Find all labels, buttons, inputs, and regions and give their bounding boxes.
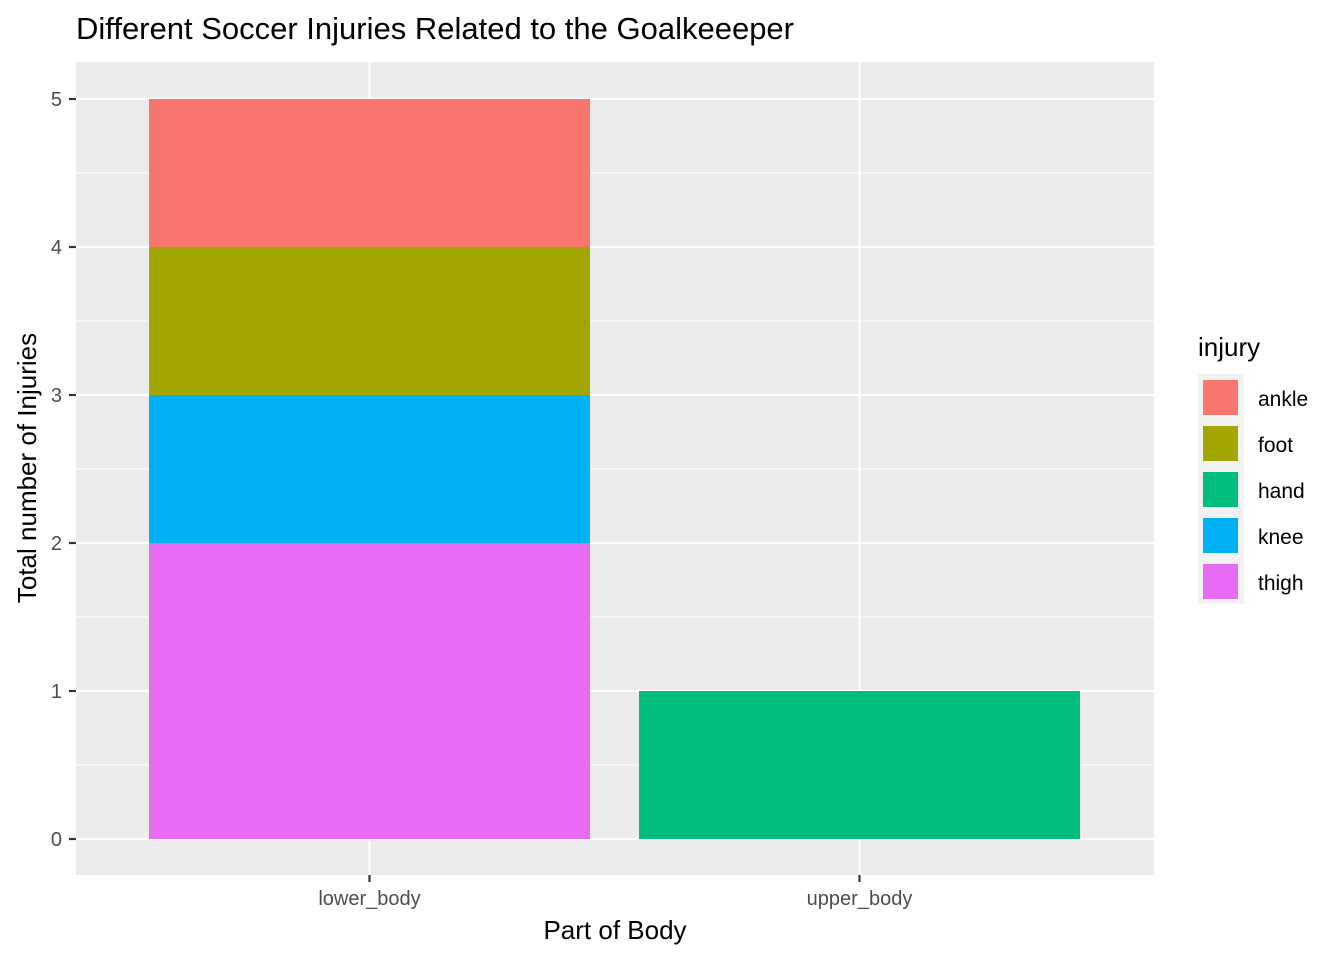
- chart-title: Different Soccer Injuries Related to the…: [76, 11, 794, 46]
- x-axis-title: Part of Body: [543, 915, 686, 945]
- x-tick-label: upper_body: [807, 888, 913, 910]
- x-axis: lower_body upper_body: [318, 875, 912, 910]
- bar-segment-knee-lower_body: [149, 395, 590, 543]
- legend-label-foot: foot: [1258, 434, 1293, 457]
- y-axis-title: Total number of Injuries: [12, 333, 42, 603]
- y-tick-label: 3: [51, 385, 62, 407]
- legend-label-thigh: thigh: [1258, 572, 1304, 595]
- y-tick-label: 5: [51, 89, 62, 111]
- bar-segment-foot-lower_body: [149, 247, 590, 395]
- bar-segment-hand-upper_body: [639, 691, 1080, 839]
- legend-label-knee: knee: [1258, 526, 1304, 549]
- y-tick-label: 2: [51, 533, 62, 555]
- legend: injury ankle foot hand knee thigh: [1198, 332, 1308, 604]
- bar-segment-thigh-lower_body: [149, 543, 590, 839]
- legend-label-ankle: ankle: [1258, 388, 1308, 411]
- legend-key-thigh: [1203, 564, 1238, 599]
- y-tick-label: 0: [51, 829, 62, 851]
- legend-label-hand: hand: [1258, 480, 1305, 503]
- bars: [149, 99, 1080, 839]
- y-axis: 0 1 2 3 4 5: [51, 89, 76, 851]
- y-tick-label: 4: [51, 237, 62, 259]
- legend-items: ankle foot hand knee thigh: [1203, 380, 1308, 599]
- x-tick-label: lower_body: [318, 888, 420, 910]
- legend-key-hand: [1203, 472, 1238, 507]
- legend-key-foot: [1203, 426, 1238, 461]
- legend-key-ankle: [1203, 380, 1238, 415]
- y-tick-label: 1: [51, 681, 62, 703]
- legend-title: injury: [1198, 332, 1260, 362]
- bar-segment-ankle-lower_body: [149, 99, 590, 247]
- legend-key-knee: [1203, 518, 1238, 553]
